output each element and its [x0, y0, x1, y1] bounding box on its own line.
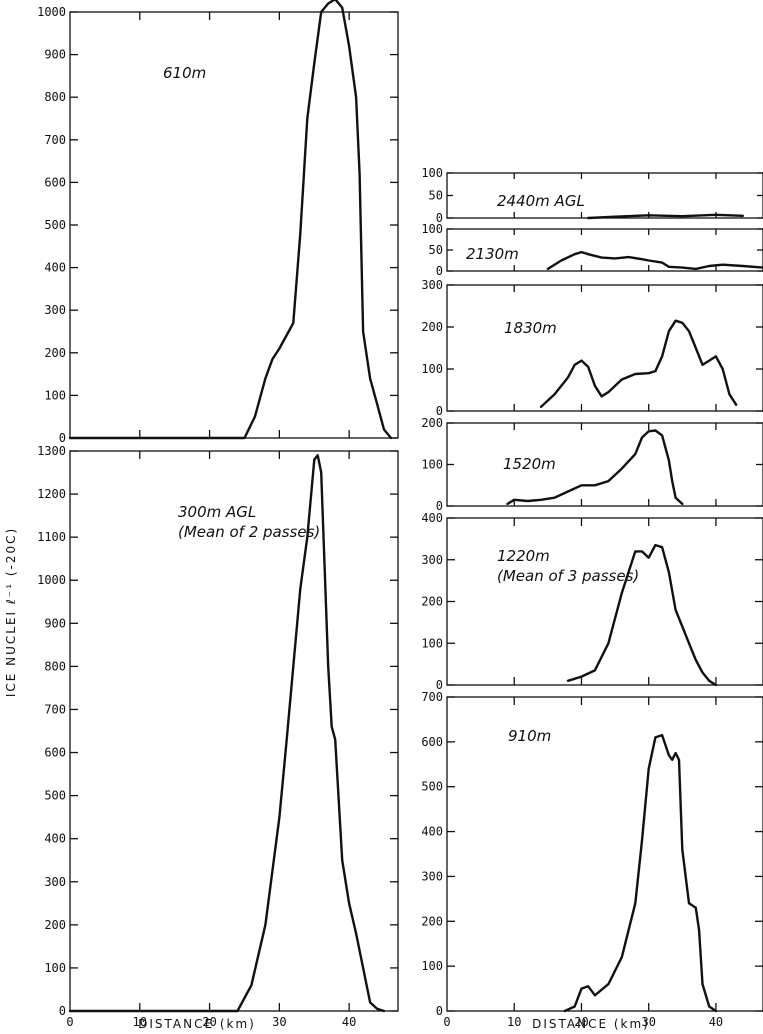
panel-label: 1220m — [497, 547, 550, 565]
y-tick-label: 400 — [421, 511, 443, 525]
y-tick-label: 0 — [59, 431, 66, 445]
x-tick-label: 20 — [574, 1015, 588, 1029]
y-tick-label: 400 — [44, 261, 66, 275]
y-tick-label: 400 — [421, 825, 443, 839]
y-axis-title: ICE NUCLEI ℓ⁻¹ (-20C) — [4, 527, 18, 697]
y-tick-label: 200 — [421, 416, 443, 430]
series-line — [566, 543, 718, 687]
x-tick-label: 20 — [202, 1015, 216, 1029]
y-tick-label: 600 — [44, 175, 66, 189]
y-tick-label: 500 — [421, 780, 443, 794]
y-tick-label: 200 — [421, 914, 443, 928]
panel-label: 910m — [508, 727, 551, 745]
panel-frame — [446, 422, 763, 507]
y-tick-label: 800 — [44, 659, 66, 673]
y-tick-label: 50 — [429, 189, 443, 203]
panel-2130: 0 50 100 2130m — [421, 222, 763, 278]
series-line — [546, 250, 763, 271]
y-tick-label: 300 — [44, 875, 66, 889]
y-tick-label: 1100 — [37, 530, 66, 544]
panel-label: 300m AGL — [178, 503, 256, 521]
panel-1220: 0 100 200 300 400 1220m (Mean of 3 passes) — [421, 511, 763, 692]
y-tick-label: 1000 — [37, 5, 66, 19]
y-tick-label: 1000 — [37, 573, 66, 587]
panel-300: 0100200300400500600700800900100011001200… — [37, 444, 399, 1029]
panel-label: (Mean of 2 passes) — [178, 523, 320, 541]
y-tick-label: 100 — [421, 166, 443, 180]
y-tick-label: 1200 — [37, 487, 66, 501]
y-tick-label: 500 — [44, 789, 66, 803]
y-tick-label: 700 — [421, 690, 443, 704]
x-tick-label: 40 — [342, 1015, 356, 1029]
x-tick-label: 30 — [641, 1015, 655, 1029]
y-tick-label: 0 — [436, 499, 443, 513]
series-line — [539, 319, 738, 408]
y-tick-label: 100 — [421, 222, 443, 236]
panel-label: 2130m — [466, 245, 519, 263]
y-tick-label: 900 — [44, 48, 66, 62]
x-tick-label: 30 — [272, 1015, 286, 1029]
y-tick-label: 700 — [44, 133, 66, 147]
panel-610: 0 100 200 300 400 500 600 700 800 900 1000 610m — [37, 0, 399, 445]
chart-panels: 01002003004005006007008009001000610m0100… — [37, 0, 763, 1029]
y-tick-label: 300 — [421, 553, 443, 567]
x-tick-label: 0 — [66, 1015, 73, 1029]
y-tick-label: 0 — [436, 404, 443, 418]
panel-2440: 0 50 100 2440m AGL — [421, 166, 763, 225]
y-tick-label: 100 — [421, 636, 443, 650]
series-line — [587, 213, 744, 220]
y-tick-label: 200 — [44, 346, 66, 360]
panel-frame — [446, 696, 763, 1012]
panel-frame — [446, 172, 763, 219]
y-tick-label: 400 — [44, 832, 66, 846]
series-line — [506, 429, 684, 506]
y-tick-label: 100 — [421, 362, 443, 376]
panel-label: (Mean of 3 passes) — [497, 567, 639, 585]
y-tick-label: 200 — [421, 320, 443, 334]
y-tick-label: 500 — [44, 218, 66, 232]
x-axis-title-right: DISTANCE (km) — [532, 1017, 650, 1031]
panel-label: 2440m AGL — [497, 192, 585, 210]
y-tick-label: 600 — [44, 746, 66, 760]
series-line — [563, 733, 718, 1013]
panel-label: 1830m — [504, 319, 557, 337]
x-tick-label: 10 — [507, 1015, 521, 1029]
y-tick-label: 900 — [44, 616, 66, 630]
x-tick-label: 10 — [133, 1015, 147, 1029]
y-tick-label: 700 — [44, 702, 66, 716]
y-tick-label: 0 — [436, 678, 443, 692]
panel-1520: 0 100 200 1520m — [421, 416, 763, 513]
series-line — [68, 0, 393, 440]
y-tick-label: 200 — [44, 918, 66, 932]
y-tick-label: 100 — [44, 388, 66, 402]
y-tick-label: 100 — [421, 959, 443, 973]
y-tick-label: 100 — [44, 961, 66, 975]
y-tick-label: 0 — [436, 1004, 443, 1018]
panel-label: 610m — [163, 64, 206, 82]
y-tick-label: 300 — [421, 869, 443, 883]
panel-910: 0 100 200 300 400 500 600 700 0 10 20 30 40 910m — [421, 690, 763, 1029]
y-tick-label: 0 — [59, 1004, 66, 1018]
panel-frame — [69, 11, 399, 439]
panel-label: 1520m — [503, 455, 556, 473]
y-tick-label: 300 — [421, 278, 443, 292]
x-tick-label: 0 — [443, 1015, 450, 1029]
y-tick-label: 200 — [421, 595, 443, 609]
y-tick-label: 1300 — [37, 444, 66, 458]
y-tick-label: 0 — [436, 264, 443, 278]
y-tick-label: 300 — [44, 303, 66, 317]
y-tick-label: 100 — [421, 458, 443, 472]
panel-frame — [446, 284, 763, 412]
x-axis-title-left: DISTANCE (km) — [138, 1017, 256, 1031]
y-tick-label: 0 — [436, 211, 443, 225]
x-tick-label: 40 — [709, 1015, 723, 1029]
y-tick-label: 800 — [44, 90, 66, 104]
y-tick-label: 600 — [421, 735, 443, 749]
panel-frame — [446, 517, 763, 686]
panel-1830: 0 100 200 300 1830m — [421, 278, 763, 418]
series-line — [68, 454, 386, 1013]
y-tick-label: 50 — [429, 243, 443, 257]
